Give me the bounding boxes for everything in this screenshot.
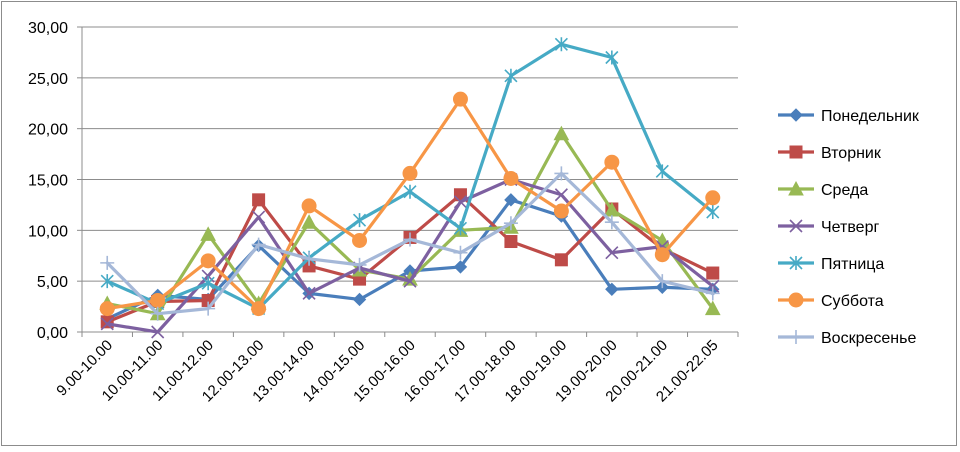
data-point <box>201 276 215 291</box>
data-point <box>99 301 115 317</box>
data-point <box>252 193 266 207</box>
data-point <box>705 190 721 206</box>
data-point <box>605 50 619 65</box>
data-point <box>403 274 417 288</box>
data-point <box>150 292 166 308</box>
data-point <box>554 166 569 181</box>
data-point <box>302 251 317 266</box>
data-point <box>553 203 569 219</box>
data-point <box>453 245 468 260</box>
data-point <box>403 184 417 199</box>
data-point <box>302 286 316 300</box>
data-point <box>706 279 720 293</box>
series-plus <box>100 166 720 321</box>
series-group <box>99 37 721 339</box>
series-line <box>105 193 715 324</box>
y-tick-label: 5,00 <box>37 274 68 291</box>
data-point <box>504 193 518 207</box>
data-point <box>200 226 216 241</box>
data-point <box>100 317 114 331</box>
data-point <box>151 325 165 339</box>
legend-label: Понедельник <box>821 108 920 125</box>
data-point <box>453 195 468 209</box>
legend-swatch-marker <box>789 145 803 159</box>
data-point <box>655 164 669 179</box>
data-point <box>251 237 266 252</box>
legend-label: Воскресенье <box>821 330 916 347</box>
legend: Понедельник Вторник Среда Четверг Пятница Суб… <box>778 108 920 347</box>
legend-swatch-marker <box>789 256 803 270</box>
legend-swatch-marker <box>789 219 803 233</box>
data-point <box>100 274 114 289</box>
data-point <box>554 37 568 52</box>
data-point <box>402 165 418 181</box>
data-point <box>605 246 619 260</box>
data-point <box>604 215 619 230</box>
data-point <box>352 233 368 248</box>
data-point <box>704 300 721 316</box>
data-point <box>706 266 720 280</box>
data-point <box>706 205 720 220</box>
data-point <box>251 301 267 317</box>
legend-item: Понедельник <box>778 108 920 125</box>
legend-label: Четверг <box>821 219 879 236</box>
data-point <box>605 282 619 297</box>
data-point <box>201 301 216 316</box>
series-circle <box>99 91 721 317</box>
y-tick-label: 20,00 <box>28 122 68 139</box>
data-point <box>655 274 670 289</box>
data-point <box>301 198 317 214</box>
data-point <box>150 306 165 321</box>
legend-item: Воскресенье <box>778 330 916 347</box>
data-point <box>604 154 620 170</box>
data-point <box>504 235 518 249</box>
data-point <box>453 221 468 236</box>
legend-label: Вторник <box>821 145 882 162</box>
data-point <box>503 170 519 186</box>
legend-item: Четверг <box>778 219 879 236</box>
data-point <box>352 292 367 307</box>
data-point <box>301 214 317 229</box>
y-tick-label: 25,00 <box>28 71 68 88</box>
data-point <box>100 255 115 270</box>
data-point <box>352 257 367 272</box>
data-point <box>452 91 468 107</box>
y-tick-label: 10,00 <box>28 223 68 240</box>
y-tick-label: 15,00 <box>28 173 68 190</box>
legend-item: Среда <box>778 180 868 199</box>
legend-swatch-marker <box>788 180 804 196</box>
data-point <box>200 253 216 269</box>
data-point <box>252 210 266 224</box>
legend-item: Суббота <box>778 292 884 310</box>
data-point <box>705 286 720 301</box>
data-point <box>503 216 518 231</box>
legend-label: Среда <box>821 182 868 199</box>
data-point <box>403 232 417 247</box>
data-point <box>554 253 568 267</box>
legend-item: Вторник <box>778 145 882 162</box>
legend-swatch-marker <box>788 292 804 308</box>
y-tick-label: 0,00 <box>37 325 68 342</box>
data-point <box>504 68 518 83</box>
legend-label: Пятница <box>821 256 884 273</box>
data-point <box>654 247 670 263</box>
legend-swatch-marker <box>789 330 803 344</box>
data-point <box>352 213 367 228</box>
legend-item: Пятница <box>778 256 884 273</box>
legend-swatch-marker <box>789 108 803 122</box>
data-point <box>553 125 570 141</box>
data-point <box>554 188 568 202</box>
y-tick-label: 30,00 <box>28 20 68 37</box>
data-point <box>453 260 468 274</box>
legend-label: Суббота <box>821 293 884 310</box>
